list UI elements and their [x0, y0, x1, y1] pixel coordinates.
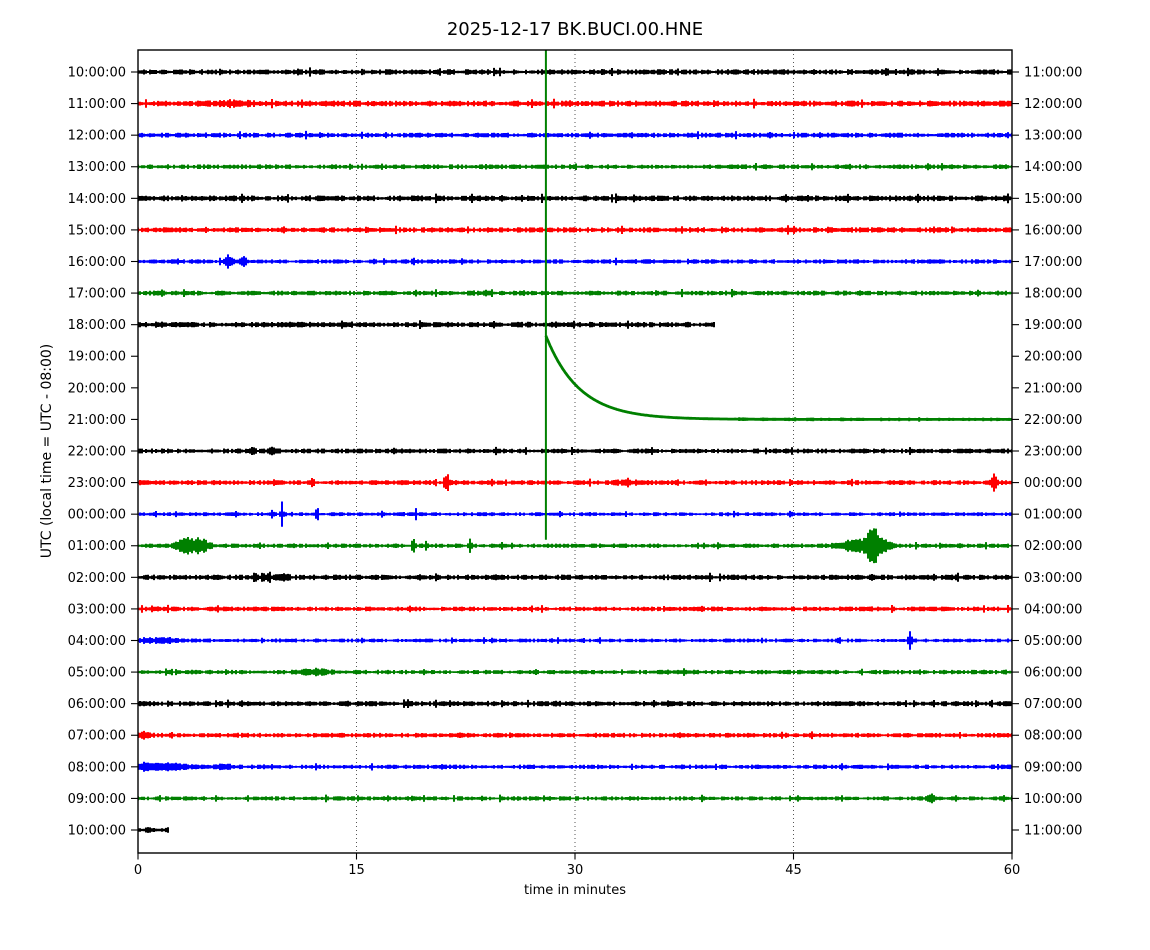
right-tick-label-12: 23:00:00	[1024, 444, 1082, 459]
left-tick-label-8: 18:00:00	[68, 318, 126, 333]
left-tick-label-18: 04:00:00	[68, 634, 126, 649]
trace-13:00:00-3	[138, 163, 1012, 171]
trace-18:00:00-8	[138, 320, 715, 329]
right-tick-label-3: 14:00:00	[1024, 160, 1082, 175]
left-tick-label-15: 01:00:00	[68, 539, 126, 554]
trace-01:00:00-15	[138, 528, 1012, 564]
trace-offset-decay-21:00:00	[544, 335, 1012, 421]
left-tick-label-19: 05:00:00	[68, 666, 126, 681]
trace-04:00:00-18	[138, 631, 1012, 650]
trace-09:00:00-23	[138, 793, 1012, 804]
left-tick-label-12: 22:00:00	[68, 444, 126, 459]
traces-group	[138, 50, 1012, 833]
axis-ticks	[131, 71, 1019, 860]
chart-title: 2025-12-17 BK.BUCI.00.HNE	[446, 19, 704, 40]
left-tick-label-16: 02:00:00	[68, 571, 126, 586]
left-tick-label-2: 12:00:00	[68, 129, 126, 144]
x-tick-label-60: 60	[1004, 863, 1021, 878]
trace-23:00:00-13	[138, 473, 1012, 492]
left-tick-label-22: 08:00:00	[68, 760, 126, 775]
right-tick-label-6: 17:00:00	[1024, 255, 1082, 270]
trace-05:00:00-19	[138, 667, 1012, 677]
trace-14:00:00-4	[138, 193, 1012, 204]
right-tick-label-15: 02:00:00	[1024, 539, 1082, 554]
x-tick-label-30: 30	[567, 863, 584, 878]
right-tick-label-19: 06:00:00	[1024, 666, 1082, 681]
right-tick-label-24: 11:00:00	[1024, 823, 1082, 838]
right-tick-label-22: 09:00:00	[1024, 760, 1082, 775]
right-tick-label-5: 16:00:00	[1024, 223, 1082, 238]
right-tick-label-20: 07:00:00	[1024, 697, 1082, 712]
right-tick-label-17: 04:00:00	[1024, 602, 1082, 617]
trace-02:00:00-16	[138, 571, 1012, 583]
right-tick-label-13: 00:00:00	[1024, 476, 1082, 491]
trace-03:00:00-17	[138, 604, 1012, 613]
right-tick-label-21: 08:00:00	[1024, 729, 1082, 744]
trace-00:00:00-14	[138, 501, 1012, 527]
right-tick-label-0: 11:00:00	[1024, 66, 1082, 81]
left-tick-label-11: 21:00:00	[68, 413, 126, 428]
right-tick-label-7: 18:00:00	[1024, 287, 1082, 302]
left-tick-label-6: 16:00:00	[68, 255, 126, 270]
right-tick-label-9: 20:00:00	[1024, 350, 1082, 365]
left-tick-label-1: 11:00:00	[68, 97, 126, 112]
x-tick-label-0: 0	[134, 863, 142, 878]
x-tick-label-45: 45	[785, 863, 802, 878]
left-tick-label-24: 10:00:00	[68, 823, 126, 838]
left-tick-label-7: 17:00:00	[68, 287, 126, 302]
right-tick-label-18: 05:00:00	[1024, 634, 1082, 649]
right-tick-label-14: 01:00:00	[1024, 508, 1082, 523]
left-tick-label-23: 09:00:00	[68, 792, 126, 807]
right-tick-label-11: 22:00:00	[1024, 413, 1082, 428]
right-tick-label-4: 15:00:00	[1024, 192, 1082, 207]
x-tick-label-15: 15	[348, 863, 365, 878]
left-tick-label-4: 14:00:00	[68, 192, 126, 207]
trace-17:00:00-7	[138, 289, 1012, 298]
left-tick-label-9: 19:00:00	[68, 350, 126, 365]
trace-16:00:00-6	[138, 254, 1012, 269]
trace-07:00:00-21	[138, 730, 1012, 740]
left-tick-label-13: 23:00:00	[68, 476, 126, 491]
left-tick-label-21: 07:00:00	[68, 729, 126, 744]
axis-tick-labels: 10:00:00 11:00:00 11:00:00 12:00:00 12:00:00…	[68, 66, 1083, 879]
trace-10:00:00-24	[138, 827, 169, 833]
trace-21:00:00	[734, 417, 1012, 422]
left-tick-label-10: 20:00:00	[68, 381, 126, 396]
left-tick-label-20: 06:00:00	[68, 697, 126, 712]
right-tick-label-2: 13:00:00	[1024, 129, 1082, 144]
trace-08:00:00-22	[138, 761, 1012, 772]
trace-10:00:00-0	[138, 67, 1012, 77]
trace-12:00:00-2	[138, 130, 1012, 140]
trace-11:00:00-1	[138, 98, 1012, 109]
right-tick-label-16: 03:00:00	[1024, 571, 1082, 586]
right-tick-label-8: 19:00:00	[1024, 318, 1082, 333]
right-tick-label-10: 21:00:00	[1024, 381, 1082, 396]
right-tick-label-1: 12:00:00	[1024, 97, 1082, 112]
x-axis-label: time in minutes	[523, 883, 627, 898]
left-tick-label-3: 13:00:00	[68, 160, 126, 175]
right-tick-label-23: 10:00:00	[1024, 792, 1082, 807]
left-tick-label-14: 00:00:00	[68, 508, 126, 523]
axis-frame	[137, 49, 1013, 854]
left-tick-label-5: 15:00:00	[68, 223, 126, 238]
left-tick-label-0: 10:00:00	[68, 66, 126, 81]
left-tick-label-17: 03:00:00	[68, 602, 126, 617]
trace-15:00:00-5	[138, 225, 1012, 235]
trace-06:00:00-20	[138, 699, 1012, 708]
trace-22:00:00-12	[138, 446, 1012, 456]
